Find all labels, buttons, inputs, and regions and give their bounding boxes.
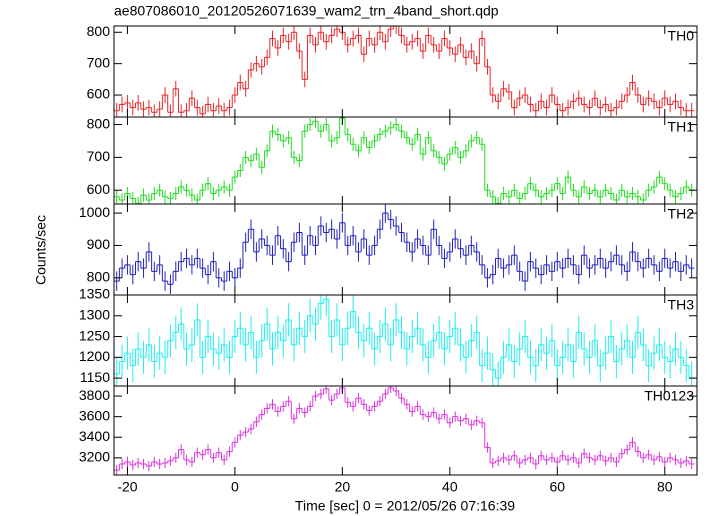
y-tick-label: 3600 — [79, 407, 110, 423]
panel-frame — [113, 294, 698, 387]
y-tick-label: 700 — [87, 54, 111, 70]
panel-label: TH0 — [668, 28, 695, 44]
y-tick-label: 700 — [87, 148, 111, 164]
y-tick-label: 800 — [87, 23, 111, 39]
panel-frame — [113, 116, 698, 205]
y-tick-label: 600 — [87, 181, 111, 197]
y-tick-label: 3200 — [79, 449, 110, 465]
x-tick-label: -20 — [117, 479, 137, 495]
y-axis-label: Counts/sec — [33, 215, 49, 285]
panel-label: TH3 — [668, 297, 695, 313]
panel-frame — [113, 203, 698, 296]
y-tick-label: 3400 — [79, 428, 110, 444]
y-tick-label: 1350 — [79, 286, 110, 302]
chart-title: ae807086010_20120526071639_wam2_trn_4ban… — [114, 3, 499, 19]
y-tick-label: 1150 — [80, 369, 110, 385]
panel-frame — [113, 385, 698, 476]
y-tick-label: 600 — [87, 86, 111, 102]
y-tick-label: 1000 — [79, 204, 110, 220]
panel-data — [114, 204, 695, 295]
x-tick-label: 20 — [335, 479, 351, 495]
x-tick-label: 60 — [550, 479, 566, 495]
x-axis-label: Time [sec] 0 = 2012/05/26 07:16:39 — [295, 498, 515, 514]
y-tick-label: 800 — [87, 115, 111, 131]
panel-data — [114, 295, 695, 386]
y-tick-label: 1200 — [79, 348, 110, 364]
x-tick-label: 40 — [442, 479, 458, 495]
y-tick-label: 1300 — [79, 306, 110, 322]
x-tick-label: 80 — [657, 479, 673, 495]
panel-data — [114, 386, 695, 475]
panel-label: TH0123 — [644, 388, 694, 404]
panel-label: TH1 — [668, 119, 695, 135]
panel-label: TH2 — [668, 206, 695, 222]
y-tick-label: 3800 — [79, 387, 110, 403]
y-tick-label: 900 — [87, 236, 111, 252]
y-tick-label: 800 — [87, 269, 111, 285]
y-tick-label: 1250 — [79, 327, 110, 343]
panel-data — [114, 26, 695, 117]
panel-frame — [113, 25, 698, 118]
panel-data — [114, 117, 695, 204]
x-tick-label: 0 — [231, 479, 239, 495]
